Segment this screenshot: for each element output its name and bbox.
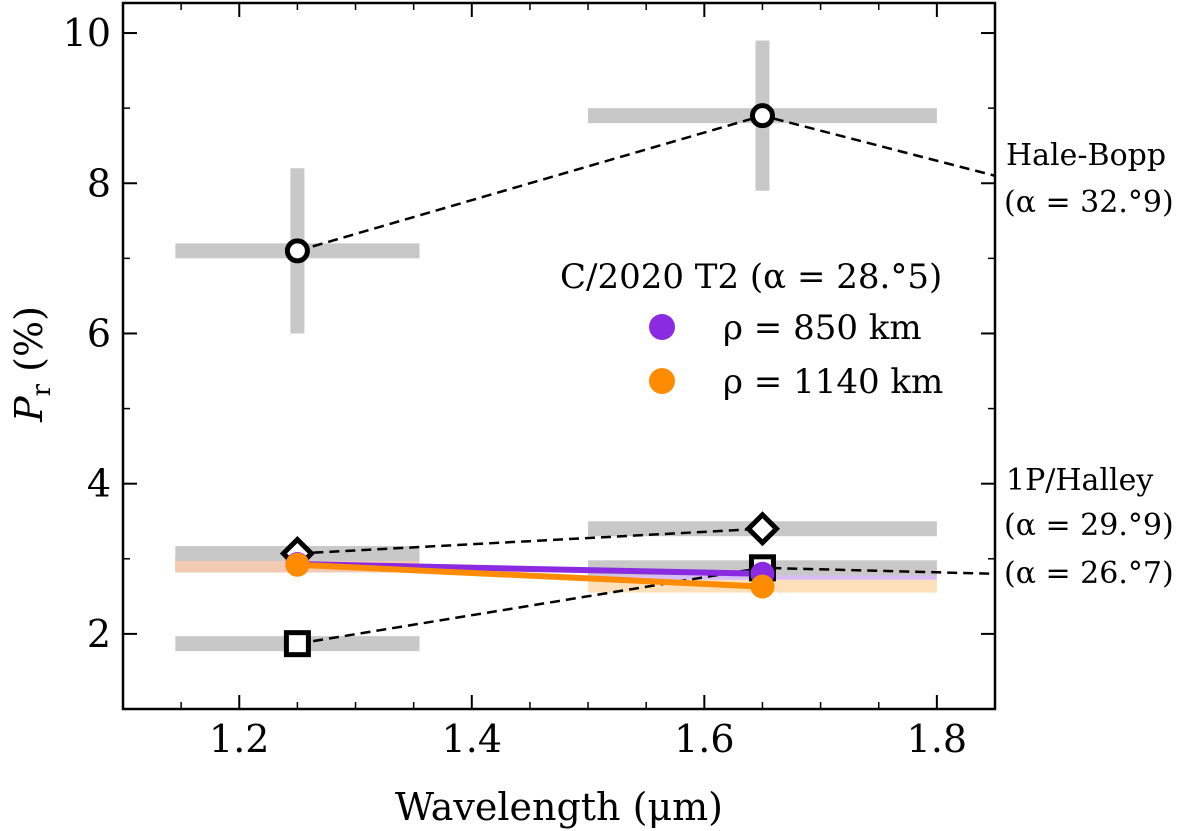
- comet-circle-line: [297, 114, 996, 253]
- y-tick-label-1: 4: [87, 462, 111, 506]
- comet-diamond-marker-1: [744, 511, 781, 547]
- comet-diamond-line: [297, 527, 763, 555]
- series-line-layer: [297, 561, 763, 590]
- y-tick-label-4: 10: [63, 11, 111, 55]
- annotation-halley-name: 1P/Halley: [1006, 463, 1153, 498]
- y-axis-label-sub: r: [27, 383, 57, 396]
- x-tick-label-3: 1.8: [907, 717, 967, 761]
- y-tick-label-2: 6: [87, 311, 111, 355]
- annotation-halley-alpha-2: (α = 26.°7): [1004, 556, 1174, 591]
- x-tick-label-0: 1.2: [209, 717, 269, 761]
- svg-text:Pr (%): Pr (%): [7, 306, 57, 423]
- series-1-marker-0: [285, 552, 310, 577]
- y-axis-label-main: P: [7, 395, 51, 423]
- y-axis-label-rest: (%): [7, 306, 51, 384]
- annotation-hale-bopp-name: Hale-Bopp: [1006, 138, 1166, 173]
- legend-marker-850: [649, 314, 675, 340]
- legend: C/2020 T2 (α = 28.°5) ρ = 850 km ρ = 114…: [560, 257, 943, 402]
- plot-frame: [121, 1, 997, 711]
- legend-label-1140: ρ = 1140 km: [723, 362, 943, 402]
- x-axis-label: Wavelength (μm): [395, 785, 723, 829]
- comet-square-marker-0: [283, 630, 311, 658]
- legend-label-850: ρ = 850 km: [723, 308, 922, 348]
- legend-title: C/2020 T2 (α = 28.°5): [560, 257, 942, 297]
- annotation-hale-bopp-alpha: (α = 32.°9): [1004, 185, 1174, 220]
- legend-marker-1140: [649, 368, 675, 394]
- x-tick-label-1: 1.4: [442, 717, 502, 761]
- y-axis-label: Pr (%): [7, 306, 57, 423]
- y-tick-label-0: 2: [87, 612, 111, 656]
- comet-circle-marker-1: [749, 103, 775, 129]
- x-tick-label-2: 1.6: [674, 717, 734, 761]
- marker-layer: [279, 103, 781, 658]
- annotation-halley-alpha-1: (α = 29.°9): [1004, 508, 1174, 543]
- comet-circle-marker-0: [284, 238, 310, 264]
- series-1-marker-1: [750, 574, 775, 599]
- y-tick-label-3: 8: [87, 161, 111, 205]
- series-1-line: [297, 561, 763, 590]
- axes-layer: 1.2 1.4 1.6 1.8 2 4 6 8 10: [63, 1, 997, 761]
